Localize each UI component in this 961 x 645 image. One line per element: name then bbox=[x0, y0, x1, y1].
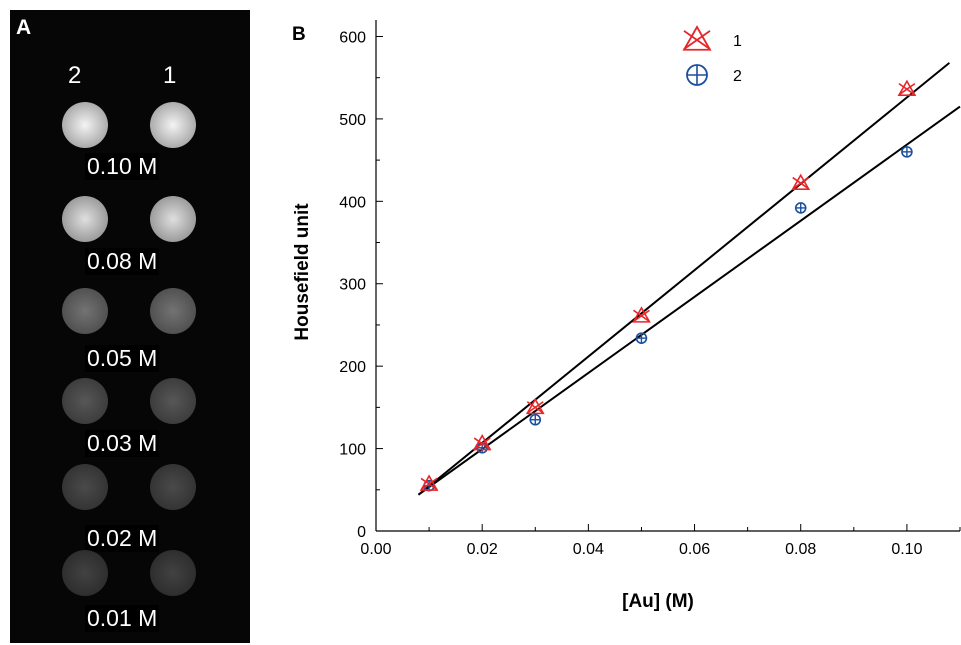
legend-marker-series-1 bbox=[682, 25, 712, 51]
cross-marker bbox=[792, 176, 810, 190]
legend-marker-series-2 bbox=[686, 64, 708, 86]
concentration-label: 0.10 M bbox=[85, 153, 160, 180]
x-tick-label: 0.00 bbox=[360, 541, 391, 558]
triangle-marker bbox=[897, 79, 917, 97]
concentration-label: 0.05 M bbox=[85, 345, 160, 372]
phantom-tube bbox=[62, 288, 108, 334]
panel-b-letter: B bbox=[292, 24, 306, 45]
x-tick-label: 0.10 bbox=[891, 541, 922, 558]
cross-marker bbox=[526, 401, 544, 414]
x-tick-label: 0.04 bbox=[573, 541, 604, 558]
fit-lines bbox=[417, 62, 961, 496]
triangle-marker bbox=[525, 397, 545, 415]
phantom-tube bbox=[150, 102, 196, 148]
data-point-series-2 bbox=[794, 202, 807, 214]
cross-marker bbox=[632, 309, 650, 323]
cross-marker bbox=[898, 82, 916, 96]
triangle-marker bbox=[472, 434, 492, 451]
data-point-series-1 bbox=[791, 173, 811, 190]
data-point-series-1 bbox=[472, 434, 492, 451]
y-tick-label: 100 bbox=[339, 442, 366, 459]
x-tick-label: 0.08 bbox=[785, 541, 816, 558]
data-point-series-2 bbox=[635, 332, 648, 344]
triangle-marker bbox=[682, 25, 712, 51]
phantom-tube bbox=[62, 550, 108, 596]
column-label-2: 2 bbox=[68, 62, 82, 89]
phantom-tube bbox=[62, 102, 108, 148]
data-point-series-1 bbox=[525, 397, 545, 415]
data-points bbox=[419, 79, 917, 492]
y-tick-label: 400 bbox=[339, 194, 366, 211]
panel-a-letter: A bbox=[16, 16, 32, 39]
fit-line-series-1 bbox=[417, 62, 951, 496]
phantom-tube bbox=[62, 378, 108, 424]
legend-label-series-1: 1 bbox=[733, 33, 742, 50]
concentration-label: 0.02 M bbox=[85, 525, 160, 552]
y-axis-title: Housefield unit bbox=[292, 203, 313, 341]
phantom-tube bbox=[62, 464, 108, 510]
y-tick-label: 300 bbox=[339, 277, 366, 294]
data-point-series-1 bbox=[897, 79, 917, 97]
column-label-1: 1 bbox=[163, 62, 177, 89]
triangle-marker bbox=[791, 173, 811, 190]
y-tick-label: 0 bbox=[357, 524, 366, 541]
phantom-tube bbox=[150, 288, 196, 334]
chart-legend: 12 bbox=[682, 25, 742, 86]
x-tick-label: 0.06 bbox=[679, 541, 710, 558]
y-tick-label: 500 bbox=[339, 112, 366, 129]
concentration-label: 0.08 M bbox=[85, 248, 160, 275]
data-point-series-2 bbox=[529, 413, 542, 426]
legend-label-series-2: 2 bbox=[733, 68, 742, 85]
phantom-tube bbox=[150, 196, 196, 242]
concentration-label: 0.01 M bbox=[85, 605, 160, 632]
y-tick-label: 600 bbox=[339, 29, 366, 46]
phantom-tube bbox=[150, 550, 196, 596]
y-tick-label: 200 bbox=[339, 359, 366, 376]
data-point-series-1 bbox=[419, 474, 439, 491]
ct-phantom-panel: A 2 1 0.10 M 0.08 M 0.05 M 0.03 M 0.02 M 0.01… bbox=[10, 10, 250, 643]
x-tick-label: 0.02 bbox=[467, 541, 498, 558]
triangle-marker bbox=[419, 474, 439, 491]
phantom-tube bbox=[62, 196, 108, 242]
triangle-marker bbox=[632, 306, 651, 323]
cross-marker bbox=[683, 30, 711, 50]
cross-marker bbox=[473, 437, 491, 450]
cross-marker bbox=[420, 477, 438, 491]
phantom-tube bbox=[150, 378, 196, 424]
fit-line-series-2 bbox=[417, 105, 961, 496]
concentration-label: 0.03 M bbox=[85, 430, 160, 457]
x-axis-title: [Au] (M) bbox=[622, 591, 694, 612]
chart-axes: 0 100 200 300 400 500 600 0.00 0.02 0.04 0.06 0.08 0… bbox=[339, 20, 961, 558]
phantom-tube bbox=[150, 464, 196, 510]
data-point-series-1 bbox=[632, 306, 651, 323]
data-point-series-2 bbox=[901, 146, 913, 158]
